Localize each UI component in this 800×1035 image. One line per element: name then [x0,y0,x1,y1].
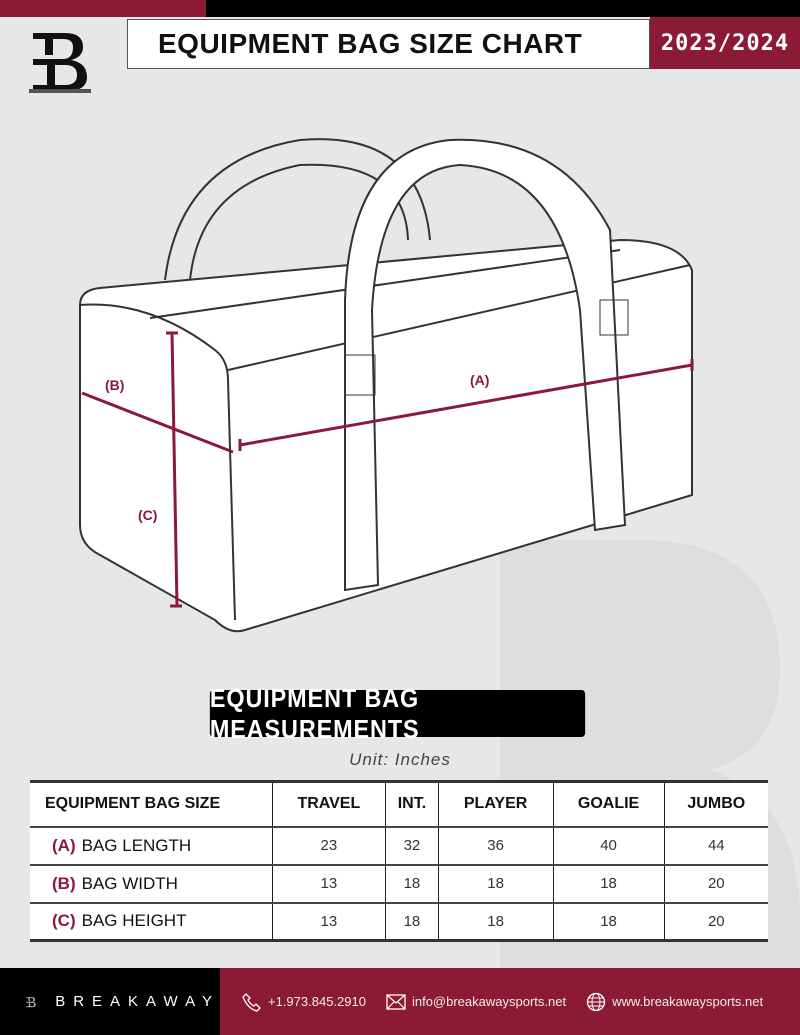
row-name: BAG WIDTH [81,873,178,893]
phone-contact[interactable]: +1.973.845.2910 [242,992,366,1012]
cell: 13 [272,902,387,942]
size-table: EQUIPMENT BAG SIZE TRAVEL INT. PLAYER GO… [30,780,768,942]
cell: 44 [664,826,768,866]
cell: 23 [272,826,387,866]
table-row: (B) BAG WIDTH 13 18 18 18 20 [30,864,768,904]
cell: 32 [385,826,439,866]
corner-header: EQUIPMENT BAG SIZE [30,780,273,828]
breakaway-logo-small [26,996,36,1007]
row-label: (A) BAG LENGTH [30,826,273,866]
col-header: JUMBO [664,780,768,828]
unit-label: Unit: Inches [349,750,451,769]
season-badge: 2023/2024 [650,17,800,69]
footer-contact: +1.973.845.2910 info@breakawaysports.net… [220,968,800,1035]
cell: 20 [664,902,768,942]
email-contact[interactable]: info@breakawaysports.net [386,993,567,1010]
email-text: info@breakawaysports.net [411,994,567,1009]
cell: 36 [438,826,554,866]
row-label: (B) BAG WIDTH [30,864,273,904]
front-handle [344,138,627,592]
breakaway-logo [29,33,91,93]
section-title: EQUIPMENT BAG MEASUREMENTS [209,683,586,744]
phone-text: +1.973.845.2910 [268,994,366,1009]
row-label: (C) BAG HEIGHT [30,902,273,942]
page-title: EQUIPMENT BAG SIZE CHART [127,19,650,69]
cell: 18 [438,902,554,942]
table-row: (A) BAG LENGTH 23 32 36 40 44 [30,826,768,866]
row-key: (B) [52,873,76,893]
label-b: (B) [105,377,124,393]
brand-name: BREAKAWAY [55,993,220,1010]
dimension-a [239,363,693,447]
cell: 13 [272,864,387,904]
website-text: www.breakawaysports.net [612,994,764,1009]
row-name: BAG LENGTH [81,835,192,855]
footer-brand: BREAKAWAY [0,968,220,1035]
top-bar-accent [0,0,206,17]
cell: 18 [385,864,439,904]
col-header: TRAVEL [272,780,387,828]
table-row: (C) BAG HEIGHT 13 18 18 18 20 [30,902,768,942]
row-key: (A) [52,835,76,855]
row-key: (C) [52,911,76,931]
label-c: (C) [138,507,157,523]
cell: 20 [664,864,768,904]
cell: 18 [553,902,665,942]
dimension-c [170,332,179,607]
cell: 18 [553,864,665,904]
website-contact[interactable]: www.breakawaysports.net [586,992,763,1012]
cell: 40 [553,826,665,866]
col-header: INT. [385,780,439,828]
cell: 18 [438,864,554,904]
dimension-b [81,391,234,454]
col-header: GOALIE [553,780,665,828]
col-header: PLAYER [438,780,554,828]
top-bar [206,0,800,17]
phone-icon [242,992,261,1012]
mail-icon [386,993,406,1010]
row-name: BAG HEIGHT [81,911,187,931]
label-a: (A) [470,372,489,388]
cell: 18 [385,902,439,942]
table-header-row: EQUIPMENT BAG SIZE TRAVEL INT. PLAYER GO… [30,780,768,828]
globe-icon [586,992,606,1011]
bag-diagram: (A) (B) (C) [79,138,694,633]
